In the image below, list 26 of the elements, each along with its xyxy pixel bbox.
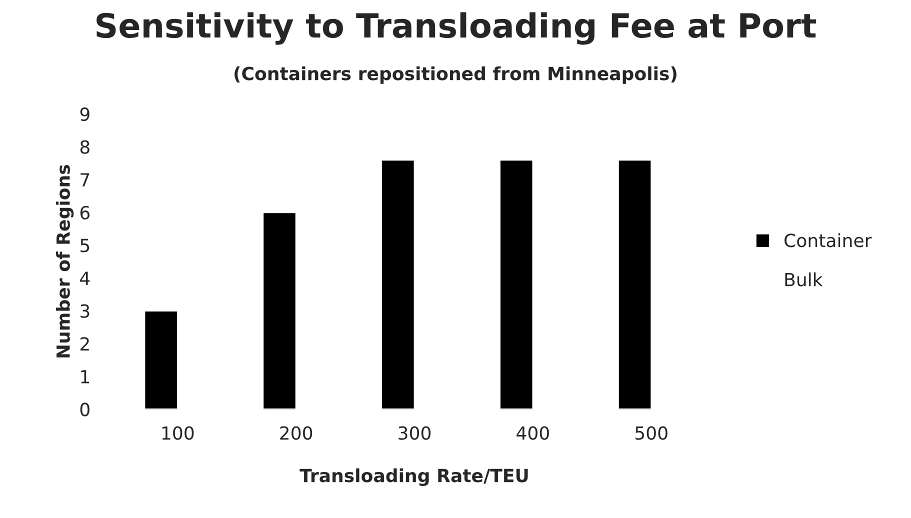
x-tick-label: 400 (516, 426, 549, 440)
bar (380, 159, 416, 410)
bar (618, 159, 652, 410)
y-tick-label: 7 (80, 173, 90, 186)
x-axis-title: Transloading Rate/TEU (300, 468, 528, 486)
y-tick-label: 8 (80, 140, 90, 154)
bar (499, 159, 534, 410)
chart-title: Sensitivity to Transloading Fee at Port (96, 12, 816, 45)
x-tick-label: 100 (162, 426, 194, 440)
y-tick-label: 4 (80, 272, 90, 285)
bar (262, 212, 297, 410)
y-axis-title: Number of Regions (56, 164, 74, 358)
x-tick-label: 200 (280, 426, 312, 440)
text: Bulk (785, 272, 823, 286)
bar (144, 310, 178, 410)
y-tick-label: 3 (80, 304, 90, 318)
y-tick-label: 5 (80, 238, 90, 252)
y-tick-label: 9 (80, 107, 90, 122)
x-tick-label: 500 (636, 426, 668, 440)
y-tick-label: 0 (80, 402, 90, 416)
chart-subtitle: (Containers repositioned from Minneapolis) (234, 66, 676, 84)
y-tick-label: 2 (80, 337, 89, 350)
y-tick-label: 6 (80, 206, 90, 220)
legend-label: Container (784, 233, 872, 248)
x-tick-label: 300 (398, 426, 431, 440)
y-tick-label: 1 (81, 370, 89, 384)
